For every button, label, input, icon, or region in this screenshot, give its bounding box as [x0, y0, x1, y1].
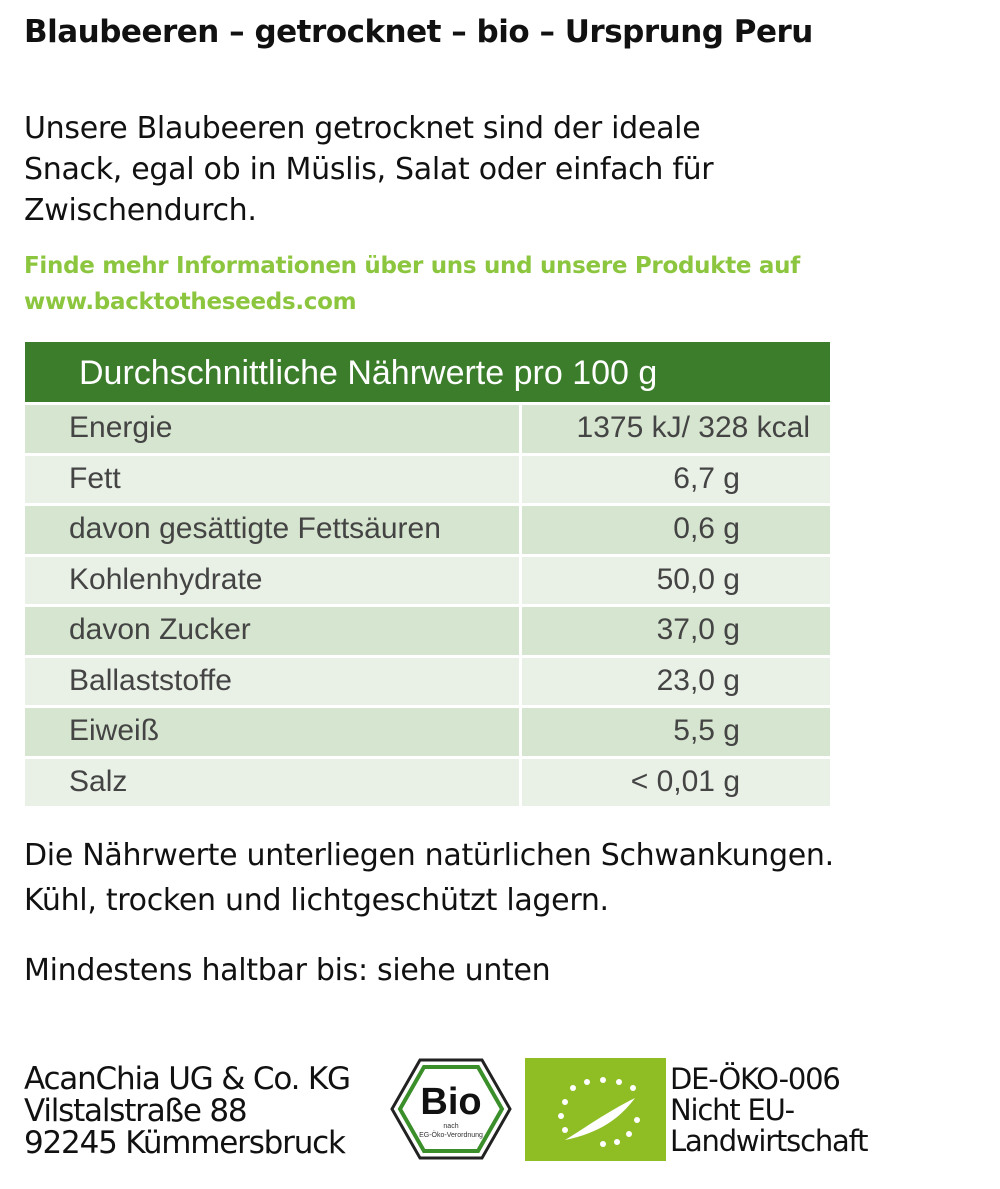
description: Zwischendurch.	[24, 193, 257, 228]
amount: 6,7 g	[673, 461, 740, 495]
table-row: Fett 6,7 g	[25, 452, 830, 503]
nutrient: Eiweiß	[25, 708, 522, 756]
nutrient: davon gesättigte Fettsäuren	[25, 506, 522, 554]
bio-sub: nach	[443, 1123, 458, 1130]
eu-origin: Landwirtschaft	[670, 1124, 868, 1158]
hexagon-inner	[397, 1065, 505, 1153]
nutrient: Fett	[25, 455, 522, 503]
info-text: Finde mehr Informationen über uns und un…	[24, 253, 800, 279]
eu-origin: Nicht EU-	[670, 1093, 795, 1127]
table-row: Energie 1375 kJ/ 328 kcal	[25, 402, 830, 453]
hexagon	[390, 1058, 512, 1160]
eu-leaf	[565, 1098, 635, 1140]
table-row: Salz < 0,01 g	[25, 755, 830, 806]
nutrient: Ballaststoffe	[25, 657, 522, 705]
table-row: davon Zucker 37,0 g	[25, 604, 830, 655]
amount: 0,6 g	[673, 512, 740, 545]
amount: 50,0 g	[656, 562, 740, 596]
nutrient: davon Zucker	[25, 607, 522, 655]
note: Die Nährwerte unterliegen natürlichen Sc…	[24, 838, 834, 873]
address: AcanChia UG & Co. KG	[24, 1061, 351, 1097]
amount: 5,5 g	[673, 714, 740, 747]
bio-label: Bio	[420, 1081, 481, 1123]
description: Snack, egal ob in Müslis, Salat oder ein…	[24, 152, 714, 187]
nutrient: Energie	[25, 405, 522, 453]
table-row: Eiweiß 5,5 g	[25, 705, 830, 756]
table-header: Durchschnittliche Nährwerte pro 100 g	[25, 342, 830, 402]
table-row: Kohlenhydrate 50,0 g	[25, 553, 830, 604]
table-row: davon gesättigte Fettsäuren 0,6 g	[25, 503, 830, 554]
note: Mindestens haltbar bis: siehe unten	[24, 953, 551, 988]
eu-code: DE-ÖKO-006	[670, 1062, 841, 1096]
amount: 1375 kJ/ 328 kcal	[576, 411, 810, 444]
nutrient: Kohlenhydrate	[25, 556, 522, 604]
website: www.backtotheseeds.com	[24, 289, 357, 315]
amount: 23,0 g	[656, 663, 740, 697]
address: 92245 Kümmersbruck	[24, 1125, 346, 1161]
bio-sub: EG-Öko-Verordnung	[419, 1131, 483, 1139]
description: Unsere Blaubeeren getrocknet sind der id…	[24, 111, 701, 146]
eu-stars	[558, 1077, 640, 1147]
note: Kühl, trocken und lichtgeschützt lagern.	[24, 883, 609, 918]
eu-background	[525, 1058, 666, 1161]
nutrition-table: Durchschnittliche Nährwerte pro 100 g En…	[25, 342, 830, 806]
table-row: Ballaststoffe 23,0 g	[25, 654, 830, 705]
amount: 37,0 g	[656, 613, 740, 646]
title: Blaubeeren – getrocknet – bio – Ursprung…	[24, 14, 813, 50]
address: Vilstalstraße 88	[24, 1093, 248, 1129]
bio-logo: Bio nach EG-Öko-Verordnung	[390, 1058, 512, 1160]
nutrient: Salz	[25, 758, 522, 806]
eu-organic-logo	[525, 1058, 666, 1161]
amount: < 0,01 g	[630, 764, 740, 798]
